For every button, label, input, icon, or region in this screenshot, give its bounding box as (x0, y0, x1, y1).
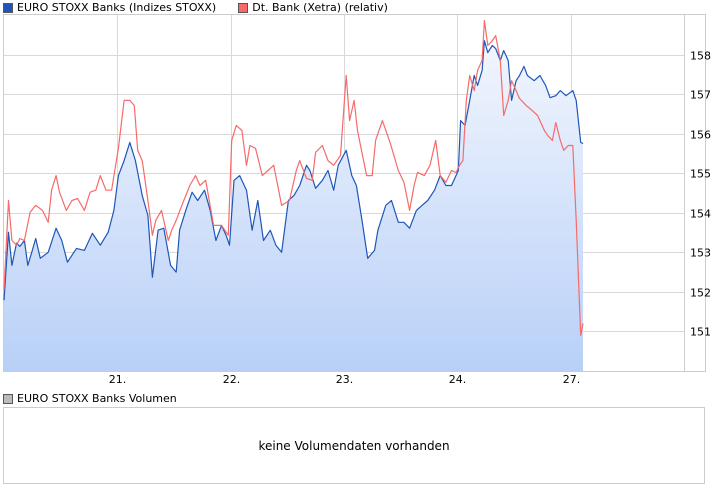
no-volume-data-message: keine Volumendaten vorhanden (258, 438, 450, 453)
legend-swatch (3, 393, 13, 404)
y-tick-label: 155 (690, 168, 711, 181)
legend-label: EURO STOXX Banks (Indizes STOXX) (17, 1, 217, 14)
volume-legend-label: EURO STOXX Banks Volumen (17, 392, 177, 405)
volume-legend: EURO STOXX Banks Volumen (3, 392, 177, 405)
y-tick-label: 151 (690, 326, 711, 339)
legend-item-dt-bank[interactable]: Dt. Bank (Xetra) (relativ) (238, 1, 388, 14)
volume-chart: keine Volumendaten vorhanden (3, 407, 705, 484)
series-area-fill (4, 40, 583, 371)
y-tick-label: 154 (690, 208, 711, 221)
price-chart: 151 152 153 154 155 156 157 158 21. 22. 23. 24. 27. (3, 14, 711, 386)
y-tick-label: 157 (690, 89, 711, 102)
y-tick-label: 153 (690, 247, 711, 260)
y-tick-label: 156 (690, 129, 711, 142)
y-tick-label: 158 (690, 50, 711, 63)
legend-label: Dt. Bank (Xetra) (relativ) (252, 1, 388, 14)
series-line (3, 19, 584, 336)
x-tick-label: 22. (223, 373, 241, 386)
legend-swatch (3, 2, 13, 13)
y-tick-label: 152 (690, 287, 711, 300)
x-tick-label: 23. (336, 373, 354, 386)
x-tick-label: 27. (563, 373, 581, 386)
x-tick-label: 21. (109, 373, 127, 386)
chart-legend: EURO STOXX Banks (Indizes STOXX) Dt. Ban… (3, 1, 388, 14)
legend-item-euro-stoxx-banks[interactable]: EURO STOXX Banks (Indizes STOXX) (3, 1, 216, 14)
x-tick-label: 24. (449, 373, 467, 386)
legend-swatch (238, 2, 249, 13)
